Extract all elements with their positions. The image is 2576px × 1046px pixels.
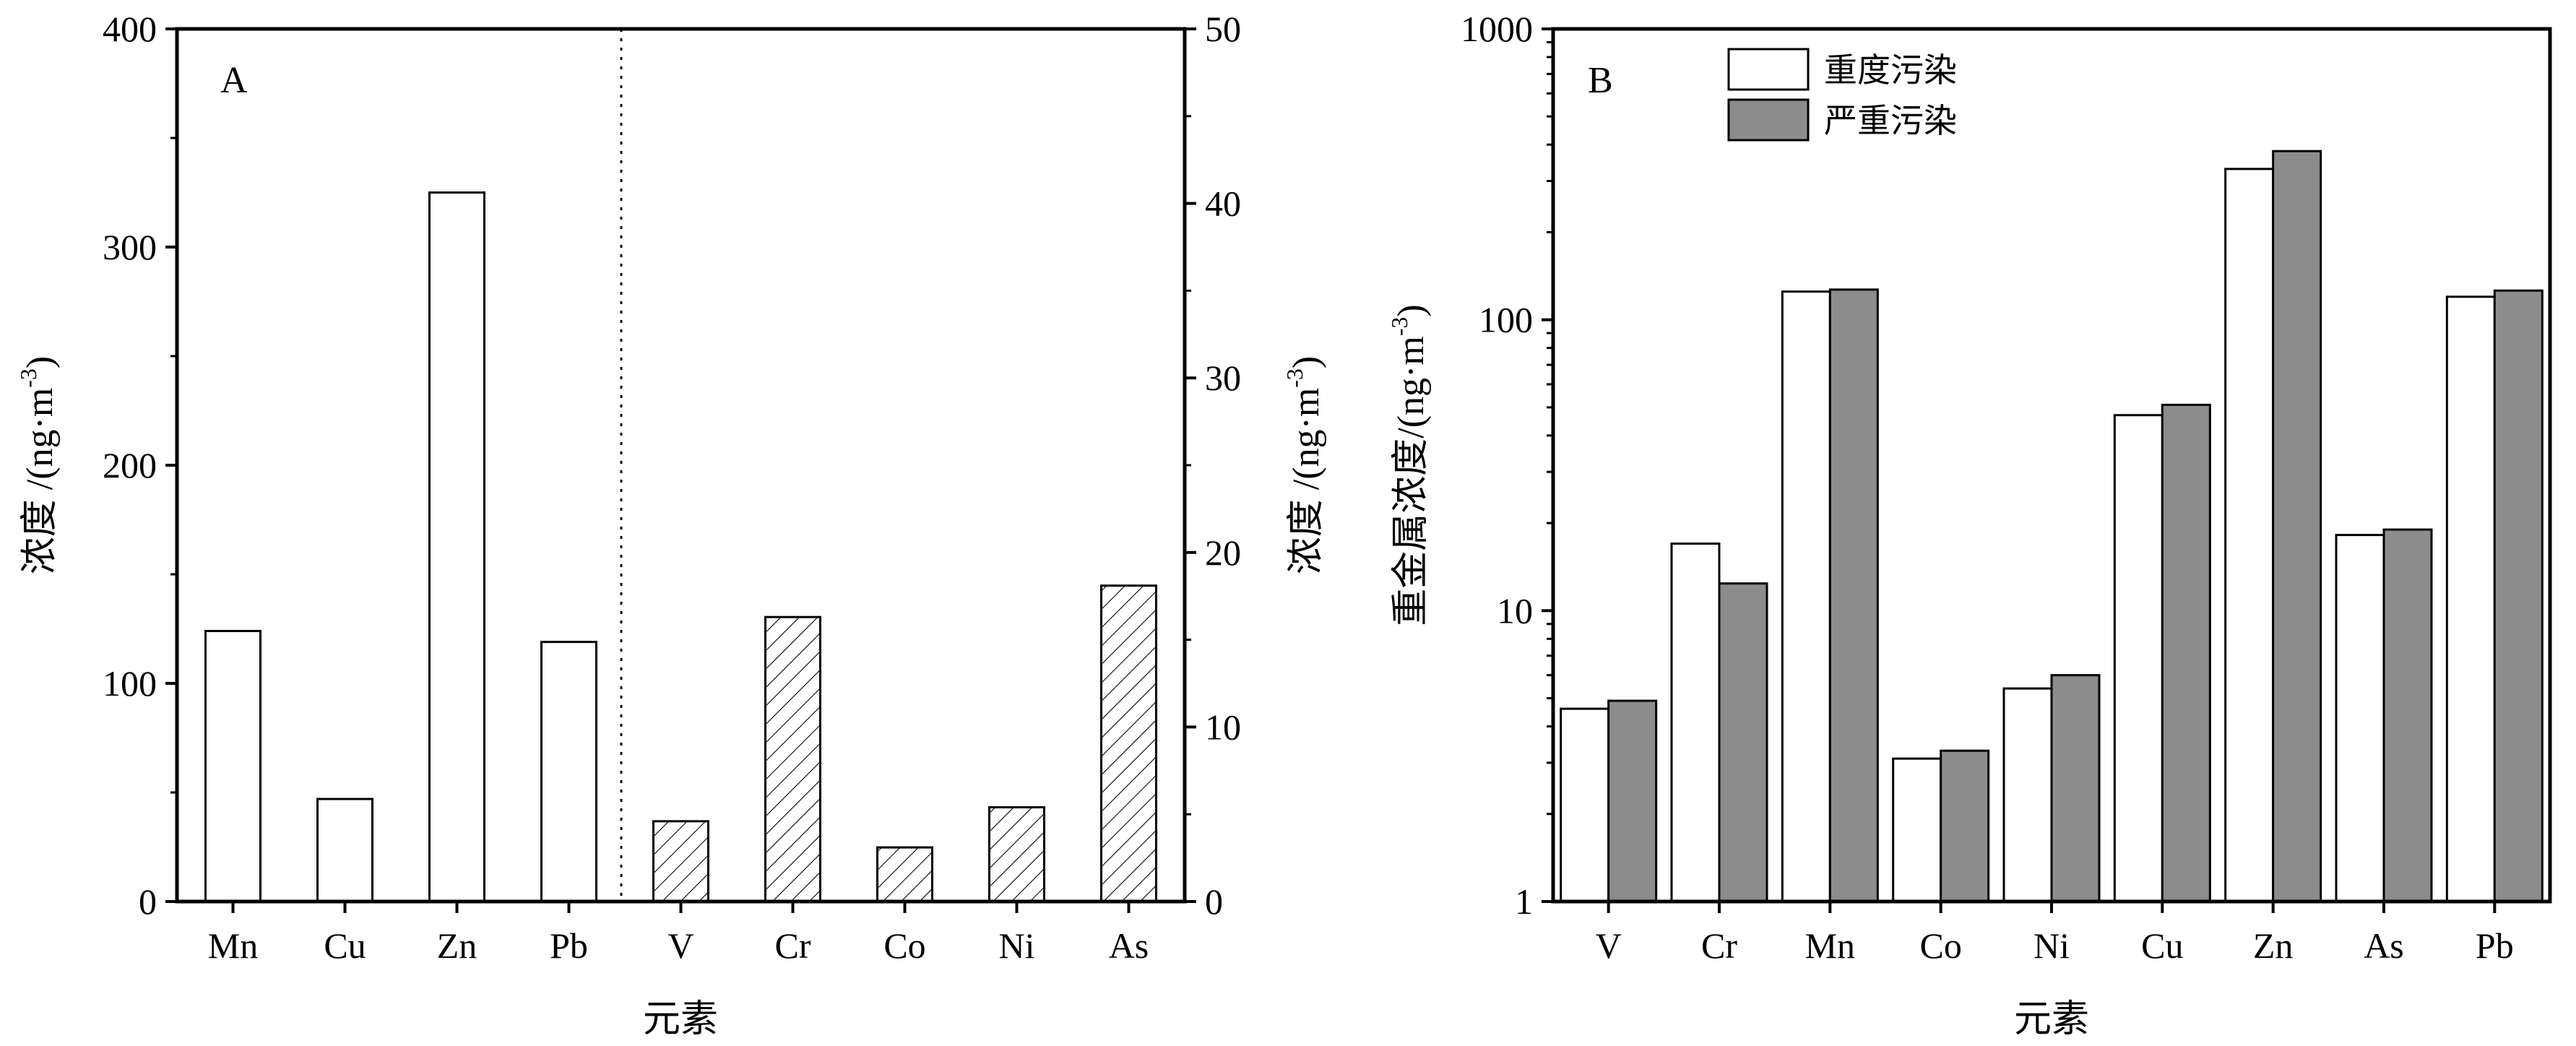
- x-tick-label-pb: Pb: [2476, 925, 2514, 966]
- bar-cr: [764, 615, 821, 903]
- panel-a-frame: [175, 27, 1187, 904]
- bar-as: [1100, 584, 1157, 903]
- x-tick-label-cu: Cu: [2141, 925, 2183, 966]
- panel-a-left-axis: 0 100 200 300 400: [103, 9, 177, 922]
- panel-label-b: B: [1588, 60, 1613, 101]
- bar-pb-series-2: [2493, 289, 2543, 903]
- bar-pb-series-1: [2445, 295, 2496, 903]
- x-tick-label-cr: Cr: [1701, 925, 1737, 966]
- legend-swatch-series-2: [1727, 98, 1810, 142]
- bar-zn-series-2: [2272, 150, 2322, 903]
- y-tick-label: 100: [1479, 300, 1533, 340]
- bar-as-series-2: [2382, 528, 2433, 903]
- legend-label-series-2: 严重污染: [1824, 103, 1957, 139]
- panel-b-x-title: 元素: [2014, 999, 2089, 1040]
- x-tick-label-cr: Cr: [775, 925, 811, 966]
- right-y-tick-label: 20: [1205, 532, 1241, 573]
- right-y-tick-label: 0: [1205, 881, 1223, 922]
- bar-v-series-2: [1607, 699, 1658, 903]
- panel-a-bars: [204, 191, 1157, 903]
- bar-co-series-1: [1892, 757, 1942, 903]
- bar-cu: [316, 798, 373, 903]
- bar-co: [876, 846, 933, 903]
- chart-panel-a: 0 100 200 300 400 0 10 20 30 40 50 Mn Cu Zn Pb V Cr Co N…: [15, 9, 1327, 1040]
- x-tick-label-as: As: [1109, 925, 1149, 966]
- x-tick-label-co: Co: [1919, 925, 1961, 966]
- bar-pb: [540, 641, 597, 903]
- x-tick-label-v: V: [1596, 925, 1622, 966]
- panel-b-bars: [1560, 150, 2543, 903]
- y-tick-label: 1: [1515, 881, 1533, 922]
- bar-cr-series-2: [1718, 582, 1768, 903]
- bar-ni-series-1: [2002, 687, 2053, 903]
- right-y-tick-label: 30: [1205, 358, 1241, 398]
- bar-co-series-2: [1940, 749, 1990, 903]
- panel-b-y-title: 重金属浓度/(ng·m-3): [1386, 304, 1432, 626]
- y-tick-label: 1000: [1461, 9, 1533, 49]
- panel-a-right-axis: 0 10 20 30 40 50: [1185, 9, 1241, 922]
- left-y-tick-label: 100: [103, 663, 157, 704]
- bar-zn-series-1: [2224, 168, 2275, 903]
- panel-a-x-axis: Mn Cu Zn Pb V Cr Co Ni As: [208, 902, 1149, 966]
- bar-mn-series-2: [1828, 288, 1879, 903]
- right-y-tick-label: 40: [1205, 183, 1241, 224]
- x-tick-label-zn: Zn: [2253, 925, 2294, 966]
- bar-mn-series-1: [1781, 290, 1831, 903]
- bar-ni-series-2: [2050, 674, 2101, 903]
- bar-v-series-1: [1560, 707, 1610, 903]
- panel-a-left-y-title: 浓度 /(ng·m-3): [15, 356, 61, 575]
- right-y-tick-label: 10: [1205, 706, 1241, 747]
- x-tick-label-ni: Ni: [999, 925, 1035, 966]
- left-y-tick-label: 300: [103, 227, 157, 267]
- x-tick-label-mn: Mn: [208, 925, 258, 966]
- bar-mn: [204, 630, 262, 903]
- x-tick-label-ni: Ni: [2033, 925, 2070, 966]
- legend-swatch-series-1: [1727, 48, 1810, 91]
- right-y-tick-label: 50: [1205, 9, 1241, 49]
- chart-panel-b: 1 10 100 1000 V Cr Mn Co Ni Cu Zn As Pb B 元素 重金属浓度/…: [1386, 9, 2552, 1040]
- x-tick-label-mn: Mn: [1805, 925, 1855, 966]
- legend: 重度污染 严重污染: [1727, 48, 1957, 142]
- left-y-tick-label: 0: [139, 881, 157, 922]
- bar-cr-series-1: [1670, 543, 1721, 903]
- y-tick-label: 10: [1497, 590, 1533, 631]
- bar-zn: [428, 191, 485, 903]
- x-tick-label-v: V: [667, 925, 693, 966]
- bar-v: [652, 820, 709, 903]
- bar-cu-series-1: [2113, 414, 2164, 903]
- panel-b-y-axis: 1 10 100 1000: [1461, 9, 1553, 922]
- bar-cu-series-2: [2161, 403, 2211, 903]
- x-tick-label-pb: Pb: [550, 925, 588, 966]
- left-y-tick-label: 200: [103, 445, 157, 485]
- panel-b-x-axis: V Cr Mn Co Ni Cu Zn As Pb: [1596, 902, 2514, 966]
- panel-label-a: A: [220, 60, 248, 101]
- x-tick-label-zn: Zn: [437, 925, 477, 966]
- bar-as-series-1: [2335, 534, 2385, 903]
- legend-label-series-1: 重度污染: [1824, 52, 1957, 89]
- left-y-tick-label: 400: [103, 9, 157, 49]
- x-tick-label-co: Co: [883, 925, 925, 966]
- panel-a-x-title: 元素: [643, 999, 718, 1040]
- x-tick-label-as: As: [2364, 925, 2404, 966]
- x-tick-label-cu: Cu: [324, 925, 366, 966]
- panel-a-right-y-title: 浓度 /(ng·m-3): [1281, 356, 1327, 575]
- bar-ni: [988, 806, 1045, 903]
